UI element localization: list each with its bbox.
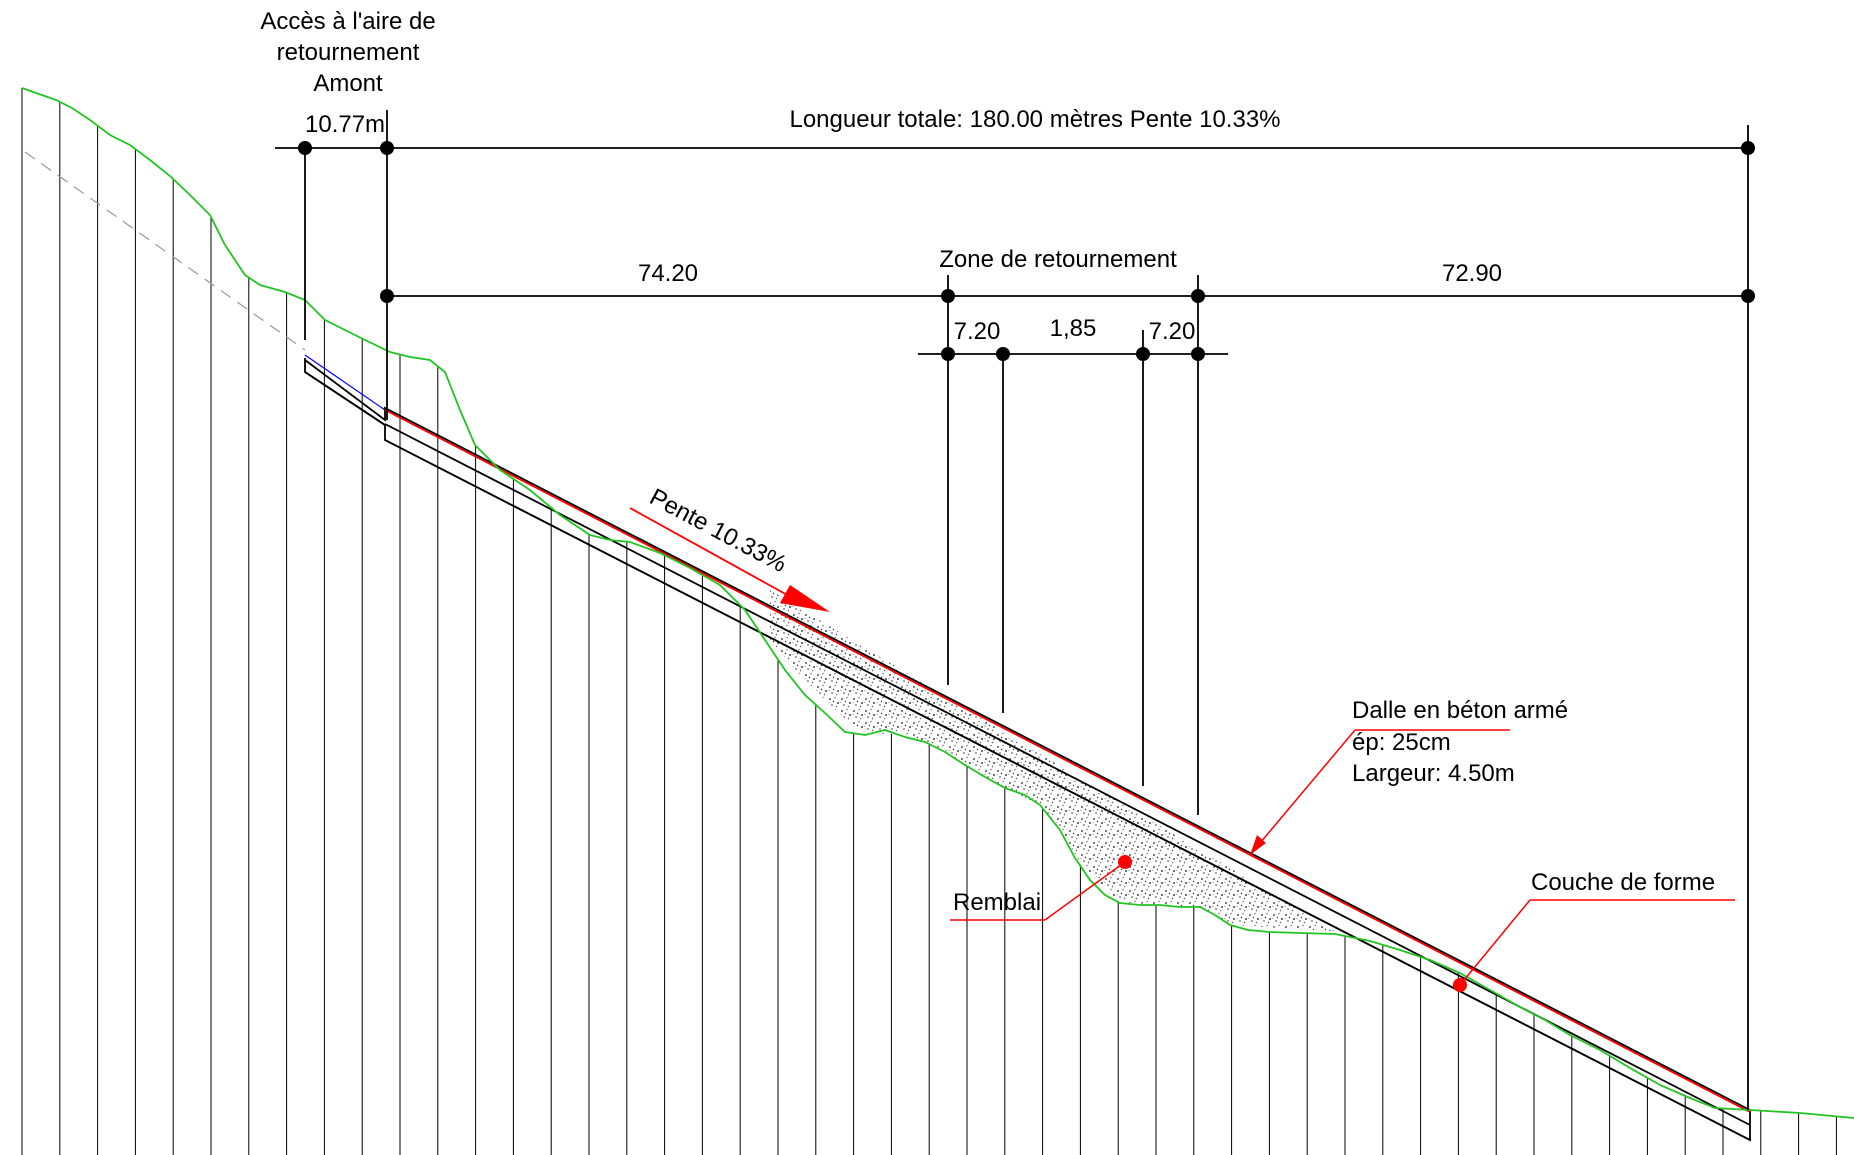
dim-node (941, 289, 955, 303)
subsegment-c-label: 7.20 (1149, 318, 1196, 345)
dim-node (996, 347, 1010, 361)
dim-node (1191, 347, 1205, 361)
slab-leader-arrow (1250, 835, 1266, 855)
slab-lower-line (384, 439, 1751, 1141)
slope-label: Pente 10.33% (645, 483, 791, 578)
total-length-label: Longueur totale: 180.00 mètres Pente 10.… (789, 106, 1280, 133)
dim-node (298, 141, 312, 155)
fill-marker-dot (1118, 855, 1132, 869)
dim-node (1741, 141, 1755, 155)
slab-bottom-line (304, 371, 386, 426)
existing-slope-blue-line (304, 354, 386, 411)
fill-label: Remblai (953, 889, 1041, 916)
access-length-label: 10.77m (305, 111, 385, 138)
segment-dimension (387, 275, 1755, 815)
fill-leader-line (1044, 861, 1126, 921)
subgrade-label: Couche de forme (1531, 869, 1715, 896)
segment-right-label: 72.90 (1442, 260, 1502, 287)
slab-label-line1: Dalle en béton armé (1352, 697, 1568, 724)
dim-node (941, 347, 955, 361)
dim-node (1741, 289, 1755, 303)
slab-leader-line (1249, 729, 1356, 856)
slope-arrow-head (780, 585, 830, 612)
dim-node (380, 289, 394, 303)
dim-node (1191, 289, 1205, 303)
subgrade-leader-line (1459, 899, 1531, 986)
zone-label: Zone de retournement (939, 246, 1177, 273)
segment-left-label: 74.20 (638, 260, 698, 287)
subsegment-a-label: 7.20 (954, 318, 1001, 345)
ground-section-hatching (21, 88, 1837, 1155)
road-top-line (384, 409, 1751, 1113)
access-label-line3: Amont (313, 70, 383, 97)
slab-label-line2: ép: 25cm (1352, 729, 1451, 756)
slab-label-line3: Largeur: 4.50m (1352, 760, 1515, 787)
fill-embankment-area (770, 590, 1350, 932)
subgrade-marker-dot (1453, 978, 1467, 992)
dim-node (380, 141, 394, 155)
access-label-line2: retournement (277, 39, 420, 66)
slope-arrow-line (629, 507, 801, 603)
access-label-line1: Accès à l'aire de (260, 8, 435, 35)
subsegment-b-label: 1,85 (1050, 315, 1097, 342)
turnaround-dimension (918, 330, 1228, 786)
terrain-profile-line (21, 87, 1854, 1119)
dim-node (1136, 347, 1150, 361)
existing-slope-dashed-line (24, 151, 306, 351)
